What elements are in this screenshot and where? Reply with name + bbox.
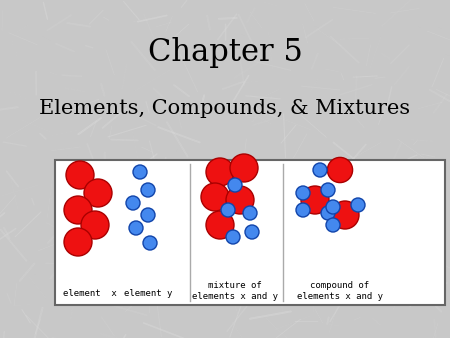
Ellipse shape — [326, 200, 340, 214]
Text: element  x: element x — [63, 290, 117, 298]
Text: element y: element y — [124, 290, 172, 298]
Bar — [55, 160, 445, 305]
Ellipse shape — [66, 161, 94, 189]
Ellipse shape — [64, 228, 92, 256]
Ellipse shape — [243, 206, 257, 220]
Text: Elements, Compounds, & Mixtures: Elements, Compounds, & Mixtures — [40, 98, 410, 118]
Ellipse shape — [143, 236, 157, 250]
Ellipse shape — [141, 183, 155, 197]
Ellipse shape — [84, 179, 112, 207]
Ellipse shape — [331, 201, 359, 229]
Ellipse shape — [326, 218, 340, 232]
Ellipse shape — [328, 158, 353, 183]
Text: compound of
elements x and y: compound of elements x and y — [297, 281, 383, 301]
Ellipse shape — [64, 196, 92, 224]
Ellipse shape — [296, 203, 310, 217]
Ellipse shape — [221, 203, 235, 217]
Ellipse shape — [301, 186, 329, 214]
Ellipse shape — [81, 211, 109, 239]
Ellipse shape — [126, 196, 140, 210]
Text: Chapter 5: Chapter 5 — [148, 37, 302, 68]
Ellipse shape — [321, 206, 335, 220]
Text: mixture of
elements x and y: mixture of elements x and y — [192, 281, 278, 301]
Ellipse shape — [141, 208, 155, 222]
Ellipse shape — [321, 183, 335, 197]
Ellipse shape — [206, 158, 234, 186]
Ellipse shape — [133, 165, 147, 179]
Ellipse shape — [226, 186, 254, 214]
Ellipse shape — [228, 178, 242, 192]
Ellipse shape — [351, 198, 365, 212]
Ellipse shape — [201, 183, 229, 211]
Ellipse shape — [230, 154, 258, 182]
Ellipse shape — [313, 163, 327, 177]
Ellipse shape — [296, 186, 310, 200]
Ellipse shape — [245, 225, 259, 239]
Ellipse shape — [206, 211, 234, 239]
Ellipse shape — [226, 230, 240, 244]
Ellipse shape — [129, 221, 143, 235]
